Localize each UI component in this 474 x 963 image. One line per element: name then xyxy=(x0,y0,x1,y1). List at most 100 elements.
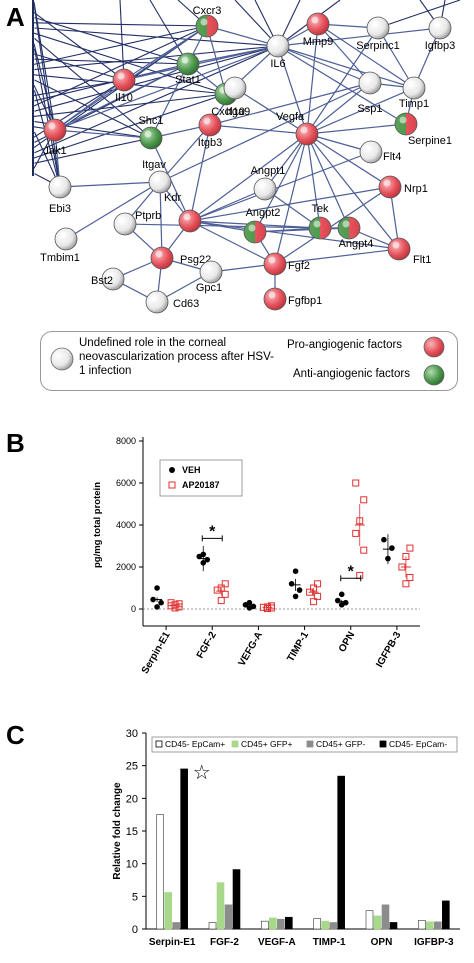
network-node-gpc1: Gpc1 xyxy=(196,260,223,294)
c-bar xyxy=(434,921,442,930)
c-star-annotation: ☆ xyxy=(193,762,211,784)
network-edge xyxy=(234,87,308,135)
network-edge xyxy=(277,45,371,84)
network-node-angpt4: Angpt4 xyxy=(337,216,374,250)
network-edge xyxy=(189,124,211,222)
network-node-flt1: Flt1 xyxy=(387,237,431,266)
c-bar xyxy=(172,922,180,930)
network-edge xyxy=(189,220,276,265)
c-y-tick-label: 25 xyxy=(126,761,138,773)
network-node-label: Flt4 xyxy=(383,151,401,163)
network-node-label: Shc1 xyxy=(138,115,163,127)
network-node-label: Flt1 xyxy=(413,254,431,266)
network-node-tek: Tek xyxy=(308,203,332,240)
b-point-veh xyxy=(154,585,160,591)
network-node-label: Cxcr3 xyxy=(193,5,222,17)
network-node-label: Bst2 xyxy=(91,275,113,287)
b-y-axis-label: pg/mg total protein xyxy=(92,482,103,568)
network-node-serpinc1: Serpinc1 xyxy=(356,16,400,52)
network-edge xyxy=(306,87,415,135)
network-edge xyxy=(149,0,189,65)
network-node-angpt1: Angpt1 xyxy=(251,165,285,201)
b-point-veh xyxy=(292,593,299,600)
b-point-veh xyxy=(154,604,160,610)
network-edge xyxy=(54,45,279,131)
b-point-ap20187 xyxy=(310,598,318,606)
c-bar xyxy=(261,920,269,930)
network-node-il10: Il10 xyxy=(112,68,136,104)
b-legend-ap20187: AP20187 xyxy=(182,480,220,490)
network-edge xyxy=(33,93,227,117)
b-point-veh xyxy=(334,597,341,604)
network-diagram: Cxcr3 Mmp9 Serpinc1 Igfbp3 Stat1 IL6 Il10 Cxcl1… xyxy=(32,0,461,314)
network-edge xyxy=(65,181,161,240)
b-point-veh xyxy=(292,568,299,574)
b-y-tick-label: 6000 xyxy=(116,478,136,488)
network-edge xyxy=(277,45,308,135)
network-node-label: Ssp1 xyxy=(357,103,382,115)
network-edge xyxy=(124,223,321,229)
network-edge xyxy=(123,25,208,81)
network-edge xyxy=(34,58,189,65)
network-edge xyxy=(34,37,152,139)
c-bar xyxy=(269,917,277,930)
b-point-veh xyxy=(338,591,345,598)
network-edge xyxy=(306,123,407,135)
network-node-fgf2: Fgf2 xyxy=(263,252,310,276)
network-node-jak1: Jak1 xyxy=(43,118,67,157)
c-bar xyxy=(277,918,285,930)
network-node-label: Cxcl10 xyxy=(211,106,245,118)
network-node-label: Itgb3 xyxy=(198,137,222,149)
legend-undefined-label: Undefined role in the corneal neovascula… xyxy=(79,337,274,377)
network-edge xyxy=(209,124,308,135)
network-edge xyxy=(33,48,61,188)
c-y-tick-label: 10 xyxy=(126,859,138,871)
b-x-tick-label: Serpin-E1 xyxy=(140,630,173,676)
b-point-ap20187 xyxy=(356,571,364,579)
network-node-label: Fgfbp1 xyxy=(288,295,322,307)
network-edge xyxy=(33,25,208,107)
network-edge xyxy=(206,25,279,47)
network-edge xyxy=(274,186,391,265)
b-point-ap20187 xyxy=(314,592,322,600)
b-point-ap20187 xyxy=(360,546,368,554)
network-node-label: Gpc1 xyxy=(196,282,222,294)
network-edge xyxy=(189,186,391,222)
network-node-label: Igfbp3 xyxy=(425,40,456,52)
b-legend-veh: VEH xyxy=(182,465,201,475)
c-bar xyxy=(337,775,345,930)
network-node-itgb3: Itgb3 xyxy=(198,113,222,149)
network-node-label: Angpt4 xyxy=(339,238,374,250)
network-edge xyxy=(189,133,308,222)
network-node-label: Cd63 xyxy=(173,298,199,310)
network-node-il6: IL6 xyxy=(266,34,290,70)
network-node-itga9 xyxy=(223,76,247,100)
b-y-tick-label: 4000 xyxy=(116,520,136,530)
network-edge xyxy=(59,181,161,188)
network-node-kdr: Kdr xyxy=(164,192,202,233)
c-y-tick-label: 0 xyxy=(132,924,138,936)
network-node-label: Angpt2 xyxy=(246,207,281,219)
c-legend-swatch xyxy=(379,740,387,748)
network-edge xyxy=(377,0,461,29)
network-node-label: Nrp1 xyxy=(404,183,428,195)
c-x-tick-label: FGF-2 xyxy=(210,937,239,948)
c-legend-swatch xyxy=(155,740,163,748)
b-point-ap20187 xyxy=(314,580,322,588)
b-point-ap20187 xyxy=(217,597,225,605)
b-point-ap20187 xyxy=(213,586,221,594)
network-edge xyxy=(34,45,279,71)
network-edge xyxy=(306,133,350,229)
network-node-ssp1: Ssp1 xyxy=(357,71,383,115)
network-edge xyxy=(274,133,308,265)
c-bar xyxy=(389,922,398,930)
b-x-tick-label: VEFG-A xyxy=(237,630,265,668)
network-node-label: Itgav xyxy=(142,159,166,171)
c-legend-swatch xyxy=(231,740,239,748)
network-edge xyxy=(33,32,227,95)
network-legend: Undefined role in the corneal neovascula… xyxy=(40,331,458,391)
network-node-angpt2: Angpt2 xyxy=(243,207,281,244)
b-x-tick-label: OPN xyxy=(337,630,357,654)
network-edge xyxy=(254,227,350,233)
c-bar xyxy=(208,922,217,930)
